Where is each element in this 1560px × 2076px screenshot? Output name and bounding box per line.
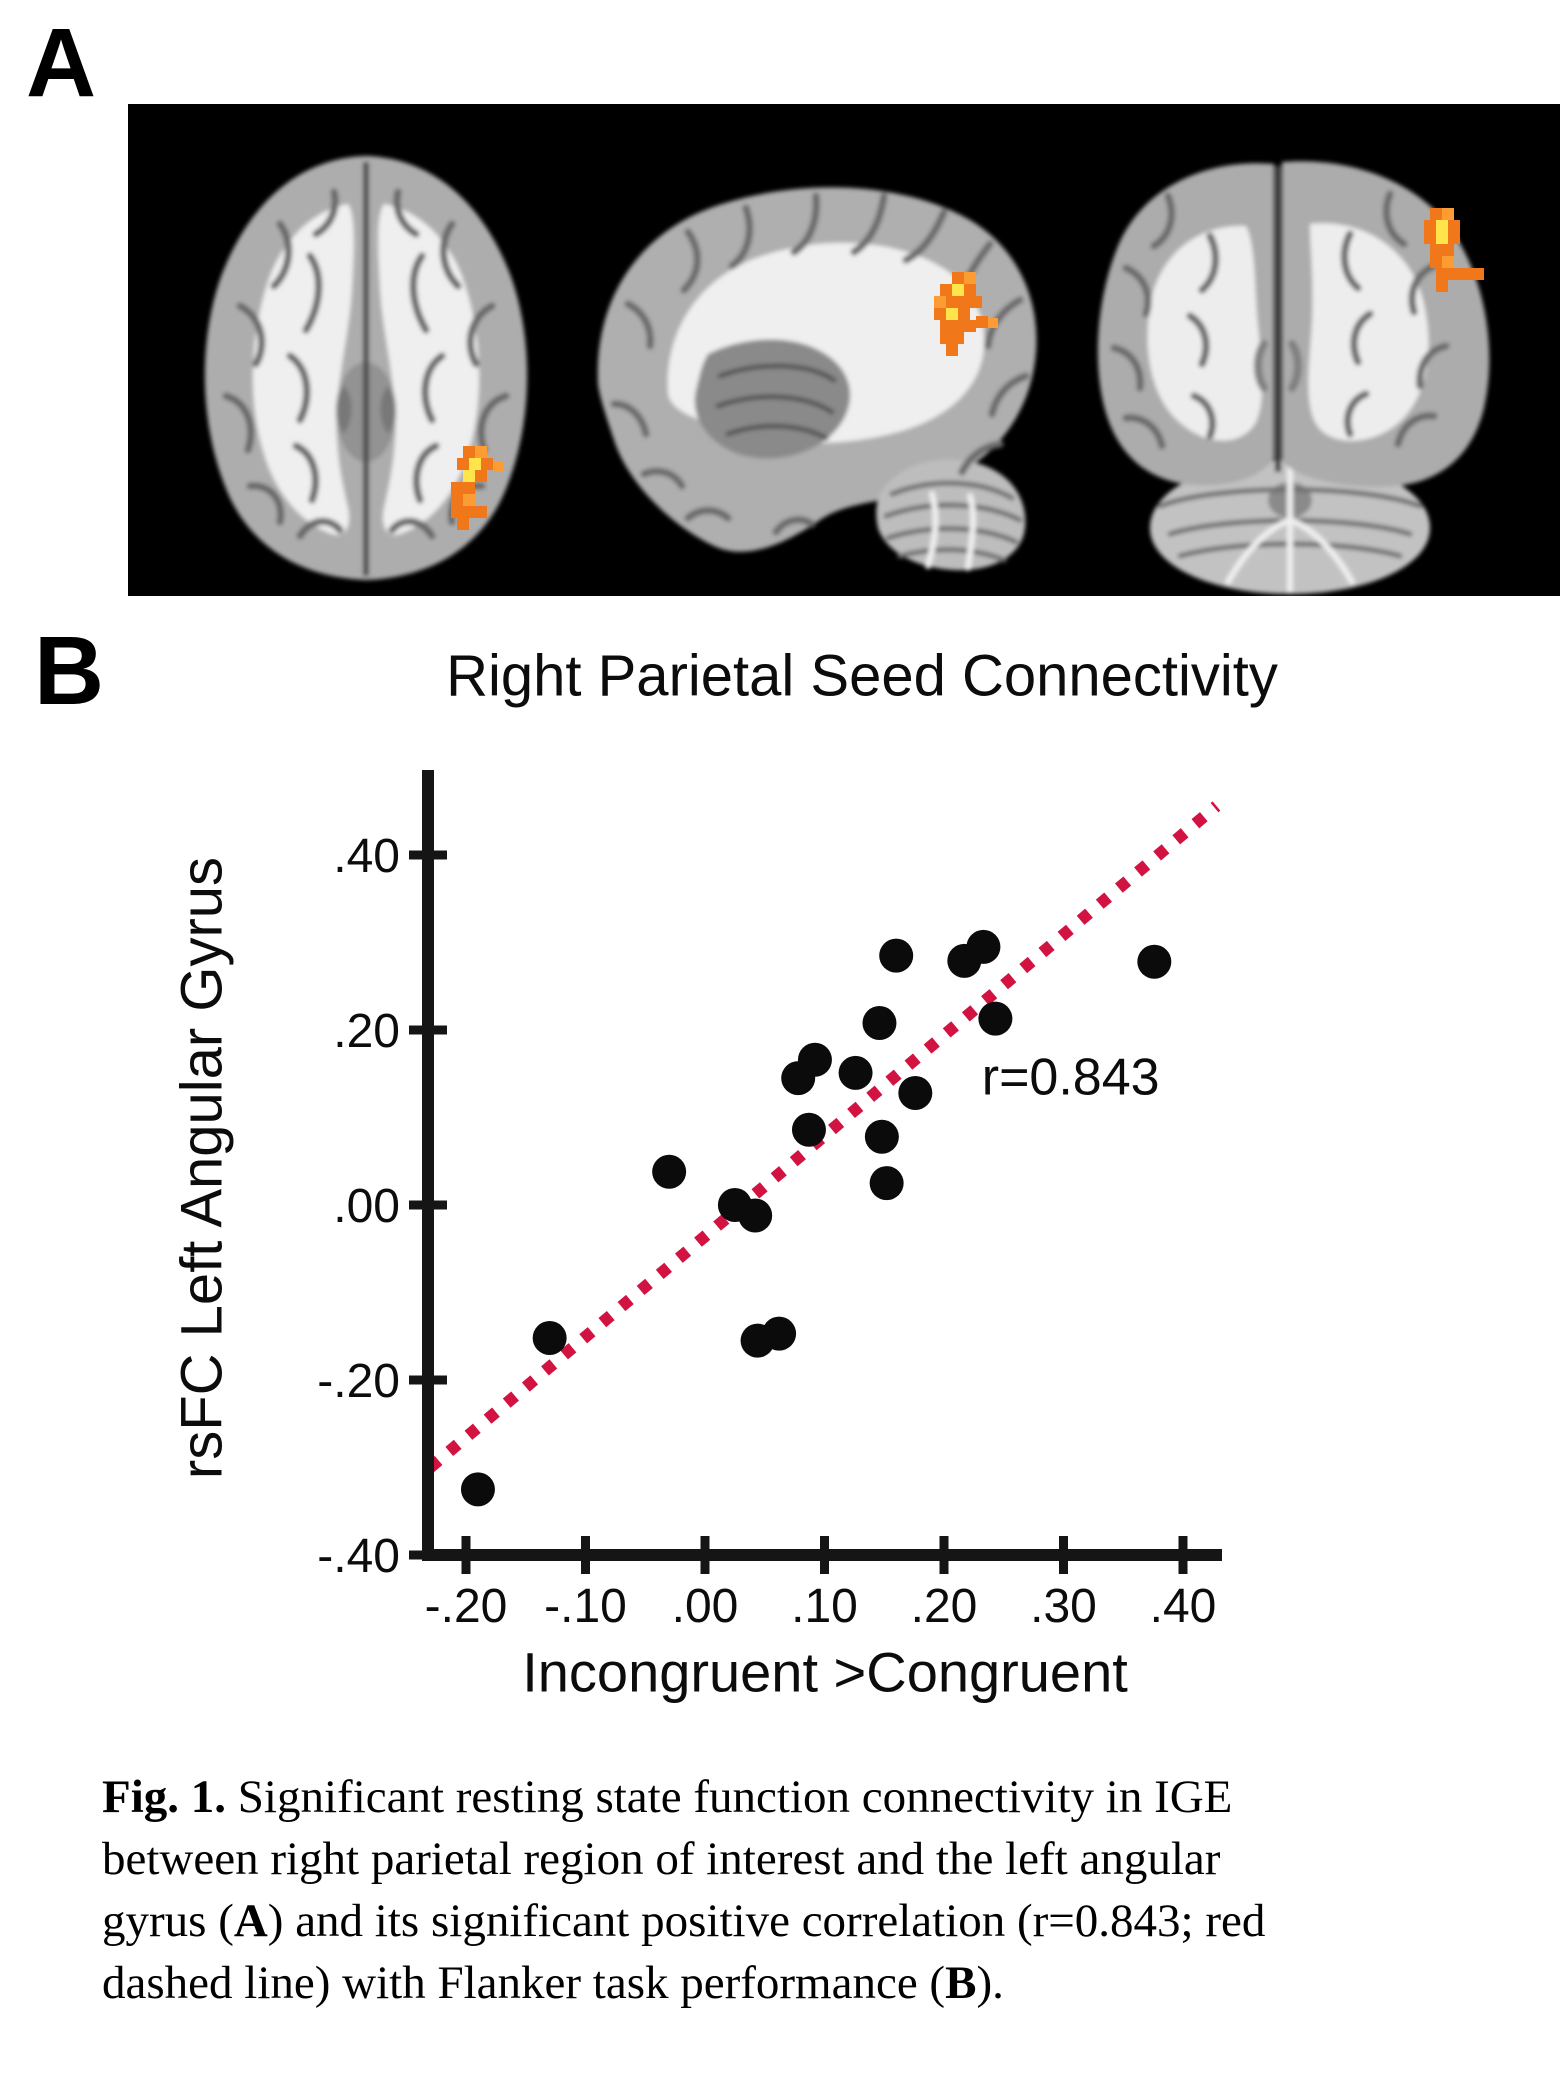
data-point [652,1154,687,1189]
data-point [864,1119,899,1154]
activation-cluster-coronal [1424,208,1484,292]
x-tick-label: .00 [672,1580,739,1633]
y-tick-label: .00 [333,1180,400,1233]
data-point [738,1198,773,1233]
data-point [762,1316,797,1351]
x-tick-label: .40 [1150,1580,1217,1633]
y-tick-label: -.40 [317,1530,400,1583]
data-point [1137,944,1172,979]
data-point [879,938,914,973]
data-point [791,1112,826,1147]
axial-brain-slice [204,156,528,580]
data-point [838,1055,873,1090]
panel-a-label: A [26,8,96,117]
y-tick-label: .20 [333,1005,400,1058]
data-point [460,1472,495,1507]
x-tick-label: -.10 [544,1580,627,1633]
x-tick-label: .10 [791,1580,858,1633]
caption-text: dashed line) with Flanker task performan… [102,1957,946,2009]
y-tick-label: .40 [333,830,400,883]
activation-cluster-axial [451,446,503,530]
data-point [966,929,1001,964]
data-point [862,1006,897,1040]
figure-caption: Fig. 1. Significant resting state functi… [102,1766,1490,2014]
caption-text: ). [976,1957,1004,2009]
caption-line: gyrus (A) and its significant positive c… [102,1890,1490,1952]
x-axis-label: Incongruent >Congruent [522,1640,1128,1704]
brain-panel [128,104,1560,596]
caption-text: gyrus ( [102,1895,234,1947]
chart-title: Right Parietal Seed Connectivity [446,643,1278,709]
y-tick-label: -.20 [317,1355,400,1408]
x-tick-label: .30 [1030,1580,1097,1633]
data-point [797,1042,832,1077]
data-point [869,1166,904,1201]
x-tick-label: .20 [911,1580,978,1633]
data-point [532,1321,567,1355]
caption-line: between right parietal region of interes… [102,1828,1490,1890]
sagittal-brain-slice [597,187,1037,571]
data-point [978,1001,1013,1036]
caption-text: Significant resting state function conne… [226,1771,1233,1823]
panel-b-label: B [34,616,104,725]
caption-bold-text: A [233,1895,268,1947]
data-point [898,1076,933,1110]
activation-cluster-sagittal [934,272,998,356]
caption-bold-text: B [945,1957,977,2009]
caption-bold-text: Fig. 1. [102,1771,227,1823]
coronal-brain-slice [1097,161,1490,594]
caption-line: Fig. 1. Significant resting state functi… [102,1766,1490,1828]
caption-text: between right parietal region of interes… [102,1833,1221,1885]
trend-line [426,801,1221,1473]
x-tick-label: -.20 [425,1580,508,1633]
caption-text: ) and its significant positive correlati… [267,1895,1266,1947]
correlation-annotation: r=0.843 [982,1049,1160,1107]
caption-line: dashed line) with Flanker task performan… [102,1952,1490,2014]
